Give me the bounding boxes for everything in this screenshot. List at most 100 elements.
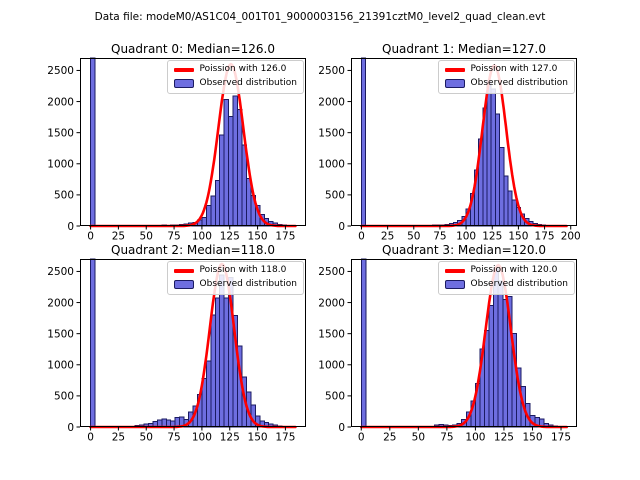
y-tick-label: 0	[67, 422, 74, 434]
histogram-patch-swatch	[444, 79, 465, 89]
y-tick-label: 2500	[47, 266, 74, 278]
y-tick-label: 2500	[47, 65, 74, 77]
x-tick-label: 50	[140, 432, 153, 444]
legend-entry-poisson: Poission with 126.0	[173, 64, 297, 75]
histogram-bar	[210, 195, 216, 227]
y-tick-label: 2000	[47, 96, 74, 108]
poisson-line-swatch	[444, 68, 465, 72]
y-tick-label: 1500	[47, 127, 74, 139]
subplot-title-quadrant-2: Quadrant 2: Median=118.0	[111, 243, 275, 257]
legend-entry-observed: Observed distribution	[444, 78, 568, 89]
legend-label-observed: Observed distribution	[199, 278, 297, 289]
legend-label-poisson: Poission with 127.0	[470, 64, 558, 74]
legend-entry-poisson: Poission with 120.0	[444, 265, 568, 276]
subplot-title-quadrant-0: Quadrant 0: Median=126.0	[111, 42, 275, 56]
histogram-bar	[210, 314, 216, 428]
y-tick-label: 2500	[318, 266, 345, 278]
y-tick-label: 500	[54, 391, 74, 403]
histogram-bar	[201, 216, 207, 227]
x-tick-label: 125	[482, 231, 502, 243]
histogram-bar	[237, 109, 243, 227]
x-tick-label: 50	[140, 231, 153, 243]
y-tick-label: 500	[54, 190, 74, 202]
legend-label-poisson: Poission with 120.0	[470, 265, 558, 275]
histogram-bar	[511, 199, 517, 227]
y-tick-label: 0	[67, 221, 74, 233]
quadrant-0-plot: 0 25 50 75 100 125 150 175 0 500 1000 1500 2000 2500	[47, 57, 306, 243]
y-tick-label: 2000	[47, 297, 74, 309]
legend-label-poisson: Poission with 118.0	[199, 265, 287, 275]
x-tick-label: 0	[358, 231, 365, 243]
x-tick-label: 50	[412, 432, 425, 444]
poisson-line-swatch	[173, 68, 194, 72]
x-tick-label: 0	[358, 432, 365, 444]
quadrant-1-plot: 0 25 50 75 100 125 150 175 200050010001500200025…	[318, 57, 581, 243]
x-tick-label: 150	[248, 231, 268, 243]
histogram-bar	[90, 57, 96, 227]
x-tick-label: 100	[192, 231, 212, 243]
histogram-patch-swatch	[173, 280, 194, 290]
quadrant-3-plot: 0 25 50 75 100 125 150 175 0 500 1000 1500 2000 2500	[318, 258, 577, 444]
histogram-bar	[484, 330, 490, 428]
subplot-quadrant-2: Quadrant 2: Median=118.0 0 25 50 75 100 125 15…	[47, 243, 306, 444]
histogram-bar	[219, 134, 225, 227]
histogram-bar	[205, 360, 212, 428]
legend-label-observed: Observed distribution	[470, 278, 568, 289]
x-tick-label: 150	[522, 432, 542, 444]
legend-quadrant-1: Poission with 127.0 Observed distributio…	[437, 60, 575, 94]
histogram-bar	[499, 147, 505, 227]
legend-entry-poisson: Poission with 127.0	[444, 64, 568, 75]
legend-entry-observed: Observed distribution	[444, 278, 568, 290]
poisson-line-swatch	[173, 269, 194, 273]
x-tick-label: 175	[551, 432, 571, 444]
x-tick-label: 75	[167, 231, 180, 243]
x-tick-label: 150	[248, 432, 268, 444]
histogram-bar	[228, 115, 234, 227]
histogram-bar	[223, 297, 230, 428]
histogram-bar	[90, 258, 96, 428]
histogram-bar	[502, 298, 508, 428]
subplot-title-quadrant-1: Quadrant 1: Median=127.0	[382, 42, 546, 56]
x-tick-label: 25	[383, 432, 396, 444]
axes-spines	[80, 58, 306, 226]
x-tick-label: 25	[112, 432, 125, 444]
y-tick-label: 1000	[318, 159, 345, 171]
x-tick-label: 125	[220, 432, 240, 444]
legend-entry-observed: Observed distribution	[173, 77, 297, 89]
y-tick-label: 500	[325, 190, 345, 202]
x-tick-label: 125	[494, 432, 514, 444]
x-tick-label: 50	[407, 231, 420, 243]
y-tick-label: 1500	[318, 328, 345, 340]
histogram-bar	[497, 280, 504, 428]
x-tick-label: 175	[275, 432, 295, 444]
axes-spines	[351, 259, 577, 427]
y-tick-label: 1500	[318, 127, 345, 139]
histogram-patch-swatch	[444, 280, 465, 290]
subplot-quadrant-3: Quadrant 3: Median=120.0 0 25 50 75 100 125 15…	[318, 243, 577, 444]
histogram-bar	[360, 258, 367, 428]
x-tick-label: 0	[87, 231, 94, 243]
subplot-title-quadrant-3: Quadrant 3: Median=120.0	[382, 243, 546, 257]
subplot-quadrant-0: Quadrant 0: Median=126.0 0 25 50 75 100 125 15…	[47, 42, 306, 243]
y-tick-label: 1000	[47, 159, 74, 171]
legend-label-observed: Observed distribution	[199, 77, 297, 88]
histogram-bar	[503, 175, 509, 227]
y-tick-label: 1000	[318, 360, 345, 372]
x-tick-label: 100	[192, 432, 212, 444]
x-tick-label: 75	[440, 432, 453, 444]
figure-title: Data file: modeM0/AS1C04_001T01_90000031…	[94, 11, 546, 23]
y-tick-label: 2000	[318, 297, 345, 309]
y-tick-label: 0	[338, 221, 345, 233]
x-tick-label: 0	[87, 432, 94, 444]
x-tick-label: 200	[561, 231, 581, 243]
x-tick-label: 125	[220, 231, 240, 243]
x-tick-label: 100	[465, 432, 485, 444]
axes-spines	[351, 58, 577, 226]
histogram-bar	[232, 95, 239, 227]
x-tick-label: 75	[167, 432, 180, 444]
x-tick-label: 150	[508, 231, 528, 243]
y-tick-label: 1000	[47, 360, 74, 372]
legend-quadrant-2: Poission with 118.0 Observed distributio…	[166, 261, 304, 295]
histogram-patch-swatch	[173, 79, 194, 89]
